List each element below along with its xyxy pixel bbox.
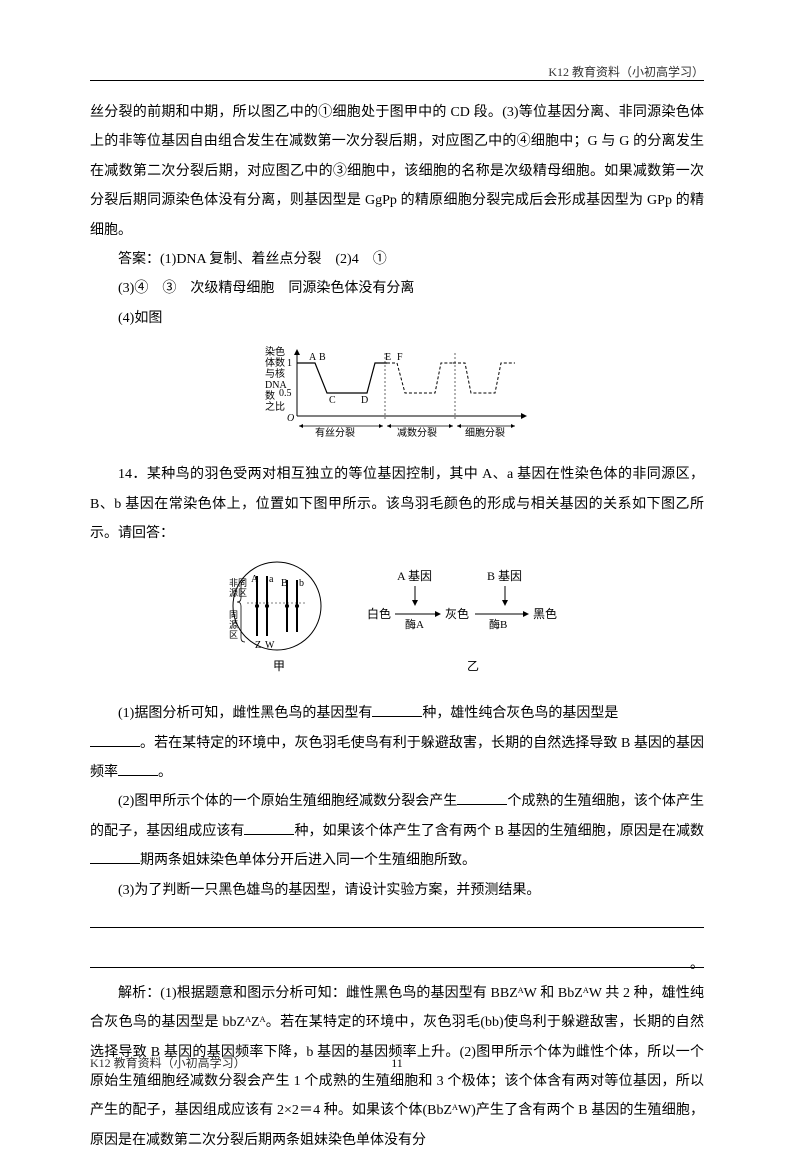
yi-white: 白色 xyxy=(367,606,391,621)
answer-2: (3)④ ③ 次级精母细胞 同源染色体没有分离 xyxy=(90,274,704,303)
ratio-chart: 染色 体数 与核 DNA 数 之比 1 0.5 O A B C D E F xyxy=(257,341,537,441)
q14-2: (2)图甲所示个体的一个原始生殖细胞经减数分裂会产生个成熟的生殖细胞，该个体产生… xyxy=(90,787,704,875)
jia-text-5: 区 xyxy=(229,630,238,640)
yi-label: 乙 xyxy=(467,659,479,673)
jia-b1: B xyxy=(281,578,288,589)
chart-figure: 染色 体数 与核 DNA 数 之比 1 0.5 O A B C D E F xyxy=(90,341,704,452)
q14-1b-text: 种，雄性纯合灰色鸟的基因型是 xyxy=(422,706,618,721)
answer-blank-line-1 xyxy=(90,911,704,928)
label-e: E xyxy=(385,352,391,363)
q14-1c-text: 。若在某特定的环境中，灰色羽毛使鸟有利于躲避敌害，长期的自然选择导致 B 基因的… xyxy=(90,736,704,780)
ytick-1: 1 xyxy=(287,358,292,369)
yi-agene: A 基因 xyxy=(397,569,432,583)
blank-5 xyxy=(244,821,294,835)
page-number-text: 11 xyxy=(391,1056,403,1070)
jia-w: W xyxy=(265,640,275,651)
jia-text-3: 同 xyxy=(229,610,238,620)
yi-black: 黑色 xyxy=(533,607,557,621)
jia-z: Z xyxy=(255,640,261,651)
jia-a: A xyxy=(251,574,259,585)
header-text: K12 教育资料（小初高学习） xyxy=(548,65,704,79)
paragraph-1: 丝分裂的前期和中期，所以图乙中的①细胞处于图甲中的 CD 段。(3)等位基因分离… xyxy=(90,98,704,245)
ylabel-1: 染色 xyxy=(265,345,285,358)
yi-gray: 灰色 xyxy=(445,607,469,621)
label-a: A xyxy=(309,352,317,363)
blank-2 xyxy=(90,733,140,747)
q14-1d-text: 。 xyxy=(158,765,172,780)
label-c: C xyxy=(329,395,336,406)
jia-b2: b xyxy=(299,578,304,589)
q14-1: (1)据图分析可知，雌性黑色鸟的基因型有 种，雄性纯合灰色鸟的基因型是 xyxy=(90,699,704,728)
page-number: 11 xyxy=(391,1051,403,1075)
ylabel-3: 与核 xyxy=(265,367,285,380)
ytick-05: 0.5 xyxy=(279,388,292,399)
blank-3 xyxy=(118,762,158,776)
blank-1 xyxy=(372,703,422,717)
label-d: D xyxy=(361,395,368,406)
yi-enzA: 酶A xyxy=(405,618,424,631)
answer-1: 答案：(1)DNA 复制、着丝点分裂 (2)4 ① xyxy=(90,245,704,274)
ylabel-5: 数 xyxy=(265,389,275,402)
diagram-row: 非同 源区 同 源 区 A a B b Z W 甲 xyxy=(90,558,704,689)
jia-a2: a xyxy=(269,574,274,585)
jia-text-4: 源 xyxy=(229,620,238,630)
q14-2a-text: (2)图甲所示个体的一个原始生殖细胞经减数分裂会产生 xyxy=(118,794,457,809)
yi-enzB: 酶B xyxy=(489,618,507,631)
blank-6 xyxy=(90,850,140,864)
q14-1-cont: 。若在某特定的环境中，灰色羽毛使鸟有利于躲避敌害，长期的自然选择导致 B 基因的… xyxy=(90,729,704,788)
blank-4 xyxy=(457,791,507,805)
xlabel-2: 减数分裂 xyxy=(397,426,437,439)
label-f: F xyxy=(397,352,403,363)
header-divider xyxy=(90,80,704,81)
ylabel-2: 体数 xyxy=(265,356,285,369)
main-content: 丝分裂的前期和中期，所以图乙中的①细胞处于图甲中的 CD 段。(3)等位基因分离… xyxy=(90,98,704,1155)
jia-label: 甲 xyxy=(273,659,285,673)
diagram-jia-yi: 非同 源区 同 源 区 A a B b Z W 甲 xyxy=(187,558,607,678)
ylabel-6: 之比 xyxy=(265,400,285,413)
xlabel-1: 有丝分裂 xyxy=(315,426,355,439)
xlabel-3: 细胞分裂 xyxy=(465,426,505,439)
jia-text-1: 非同 xyxy=(229,577,247,588)
footer-text: K12 教育资料（小初高学习） xyxy=(90,1056,246,1070)
q14-1a-text: (1)据图分析可知，雌性黑色鸟的基因型有 xyxy=(118,706,372,721)
label-b: B xyxy=(319,352,326,363)
q14-2c-text: 种，如果该个体产生了含有两个 B 基因的生殖细胞，原因是在减数 xyxy=(294,824,704,839)
answer-blank-line-2: 。 xyxy=(90,951,704,968)
answer-3: (4)如图 xyxy=(90,304,704,333)
page-footer: K12 教育资料（小初高学习） xyxy=(90,1051,246,1075)
origin-o: O xyxy=(287,413,294,424)
q14-3: (3)为了判断一只黑色雄鸟的基因型，请设计实验方案，并预测结果。 xyxy=(90,876,704,905)
jia-text-2: 源区 xyxy=(229,588,247,598)
yi-bgene: B 基因 xyxy=(487,569,522,583)
q14-2d-text: 期两条姐妹染色单体分开后进入同一个生殖细胞所致。 xyxy=(140,853,476,868)
question-14-intro: 14．某种鸟的羽色受两对相互独立的等位基因控制，其中 A、a 基因在性染色体的非… xyxy=(90,460,704,548)
